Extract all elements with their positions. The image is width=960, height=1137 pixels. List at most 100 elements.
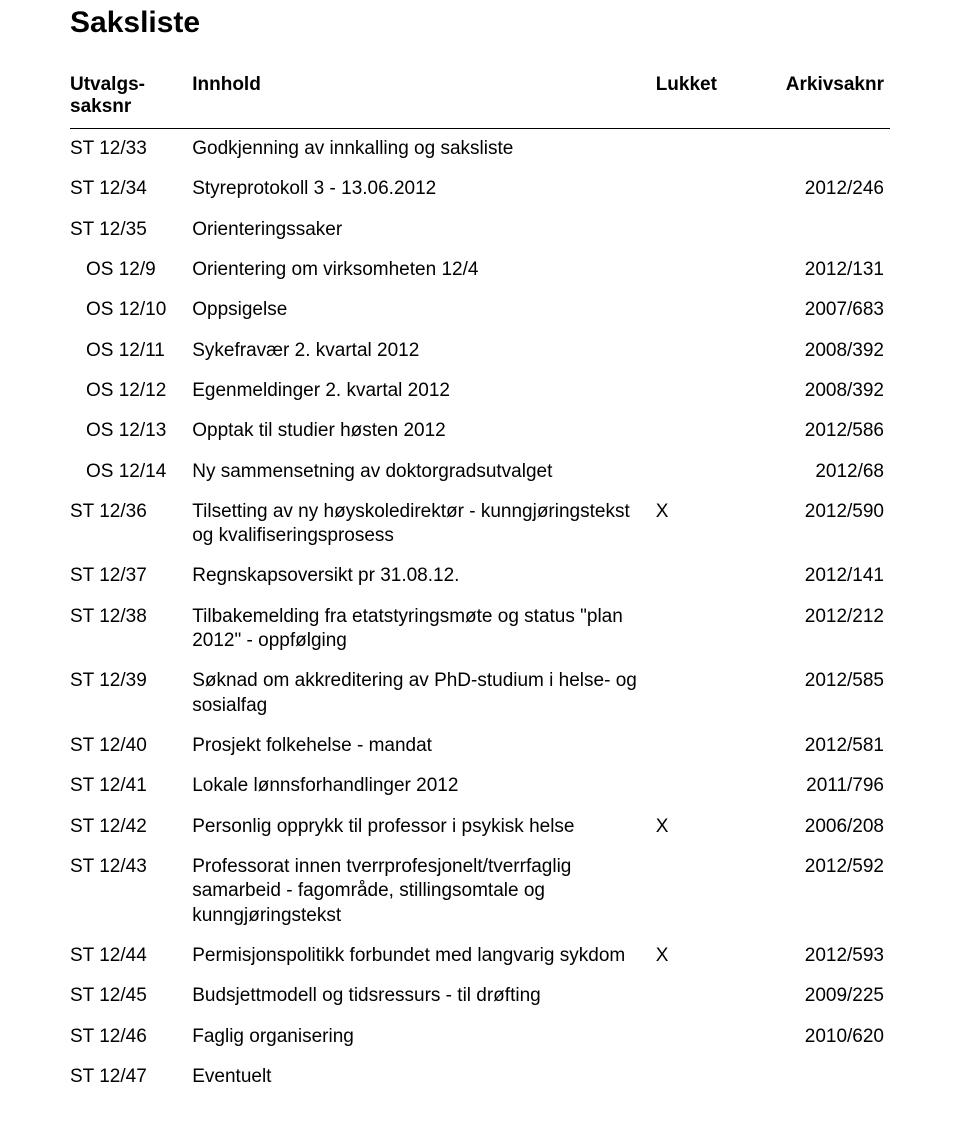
- table-row: ST 12/36Tilsetting av ny høyskoledirektø…: [70, 492, 890, 557]
- saksliste-table: Utvalgs- saksnr Innhold Lukket Arkivsakn…: [70, 68, 890, 1097]
- cell-innhold: Prosjekt folkehelse - mandat: [192, 726, 655, 766]
- cell-innhold: Faglig organisering: [192, 1017, 655, 1057]
- cell-ref: ST 12/41: [70, 766, 192, 806]
- cell-arkiv: [737, 1057, 890, 1097]
- table-row: OS 12/10Oppsigelse2007/683: [70, 290, 890, 330]
- table-row: ST 12/41Lokale lønnsforhandlinger 2012 20…: [70, 766, 890, 806]
- cell-arkiv: 2007/683: [737, 290, 890, 330]
- table-row: ST 12/46Faglig organisering 2010/620: [70, 1017, 890, 1057]
- cell-innhold: Budsjettmodell og tidsressurs - til drøf…: [192, 976, 655, 1016]
- cell-lukket: [656, 250, 737, 290]
- cell-ref: ST 12/33: [70, 129, 192, 170]
- cell-innhold: Egenmeldinger 2. kvartal 2012: [192, 371, 655, 411]
- table-row: ST 12/47Eventuelt: [70, 1057, 890, 1097]
- cell-lukket: [656, 371, 737, 411]
- cell-innhold: Orientering om virksomheten 12/4: [192, 250, 655, 290]
- cell-ref: ST 12/34: [70, 169, 192, 209]
- cell-arkiv: 2008/392: [737, 331, 890, 371]
- table-row: ST 12/39Søknad om akkreditering av PhD-s…: [70, 661, 890, 726]
- cell-arkiv: 2012/585: [737, 661, 890, 726]
- cell-lukket: [656, 976, 737, 1016]
- cell-ref: OS 12/12: [70, 371, 192, 411]
- cell-arkiv: 2006/208: [737, 807, 890, 847]
- cell-ref: ST 12/43: [70, 847, 192, 936]
- cell-arkiv: 2012/141: [737, 556, 890, 596]
- table-header: Utvalgs- saksnr Innhold Lukket Arkivsakn…: [70, 68, 890, 129]
- cell-ref: ST 12/46: [70, 1017, 192, 1057]
- cell-ref: ST 12/47: [70, 1057, 192, 1097]
- table-row: ST 12/43Professorat innen tverrprofesjon…: [70, 847, 890, 936]
- cell-lukket: [656, 726, 737, 766]
- col-innhold: Innhold: [192, 68, 655, 129]
- table-row: ST 12/34Styreprotokoll 3 - 13.06.2012 201…: [70, 169, 890, 209]
- table-row: ST 12/33Godkjenning av innkalling og sak…: [70, 129, 890, 170]
- cell-arkiv: 2012/68: [737, 452, 890, 492]
- cell-innhold: Regnskapsoversikt pr 31.08.12.: [192, 556, 655, 596]
- table-row: ST 12/45Budsjettmodell og tidsressurs - …: [70, 976, 890, 1016]
- cell-arkiv: 2011/796: [737, 766, 890, 806]
- cell-arkiv: [737, 129, 890, 170]
- table-row: ST 12/38Tilbakemelding fra etatstyringsm…: [70, 597, 890, 662]
- cell-lukket: [656, 1057, 737, 1097]
- cell-innhold: Eventuelt: [192, 1057, 655, 1097]
- cell-arkiv: 2012/593: [737, 936, 890, 976]
- table-row: ST 12/35Orienteringssaker: [70, 210, 890, 250]
- cell-innhold: Personlig opprykk til professor i psykis…: [192, 807, 655, 847]
- cell-ref: ST 12/45: [70, 976, 192, 1016]
- cell-lukket: [656, 1017, 737, 1057]
- table-row: OS 12/9Orientering om virksomheten 12/42…: [70, 250, 890, 290]
- cell-lukket: [656, 169, 737, 209]
- table-row: OS 12/14Ny sammensetning av doktorgradsu…: [70, 452, 890, 492]
- cell-innhold: Søknad om akkreditering av PhD-studium i…: [192, 661, 655, 726]
- cell-lukket: [656, 129, 737, 170]
- cell-ref: ST 12/36: [70, 492, 192, 557]
- cell-arkiv: 2012/586: [737, 411, 890, 451]
- cell-innhold: Sykefravær 2. kvartal 2012: [192, 331, 655, 371]
- cell-innhold: Lokale lønnsforhandlinger 2012: [192, 766, 655, 806]
- cell-lukket: [656, 766, 737, 806]
- table-row: OS 12/12Egenmeldinger 2. kvartal 2012 200…: [70, 371, 890, 411]
- table-row: ST 12/42Personlig opprykk til professor …: [70, 807, 890, 847]
- cell-ref: ST 12/38: [70, 597, 192, 662]
- cell-ref: OS 12/13: [70, 411, 192, 451]
- cell-arkiv: 2010/620: [737, 1017, 890, 1057]
- page-title: Saksliste: [70, 6, 890, 40]
- cell-lukket: [656, 847, 737, 936]
- cell-innhold: Ny sammensetning av doktorgradsutvalget: [192, 452, 655, 492]
- table-row: ST 12/44Permisjonspolitikk forbundet med…: [70, 936, 890, 976]
- cell-lukket: [656, 452, 737, 492]
- cell-ref: ST 12/40: [70, 726, 192, 766]
- cell-innhold: Opptak til studier høsten 2012: [192, 411, 655, 451]
- cell-arkiv: 2012/131: [737, 250, 890, 290]
- col-ref: Utvalgs- saksnr: [70, 68, 192, 129]
- cell-innhold: Tilbakemelding fra etatstyringsmøte og s…: [192, 597, 655, 662]
- cell-ref: OS 12/11: [70, 331, 192, 371]
- cell-arkiv: 2012/246: [737, 169, 890, 209]
- cell-arkiv: 2008/392: [737, 371, 890, 411]
- cell-arkiv: 2012/590: [737, 492, 890, 557]
- cell-ref: ST 12/39: [70, 661, 192, 726]
- document-page: Saksliste Utvalgs- saksnr Innhold Lukket…: [0, 0, 960, 1137]
- cell-lukket: X: [656, 492, 737, 557]
- table-row: OS 12/13Opptak til studier høsten 2012 20…: [70, 411, 890, 451]
- cell-innhold: Orienteringssaker: [192, 210, 655, 250]
- cell-innhold: Oppsigelse: [192, 290, 655, 330]
- cell-innhold: Permisjonspolitikk forbundet med langvar…: [192, 936, 655, 976]
- cell-lukket: [656, 290, 737, 330]
- cell-innhold: Styreprotokoll 3 - 13.06.2012: [192, 169, 655, 209]
- cell-ref: ST 12/37: [70, 556, 192, 596]
- cell-lukket: [656, 556, 737, 596]
- cell-innhold: Tilsetting av ny høyskoledirektør - kunn…: [192, 492, 655, 557]
- cell-arkiv: 2009/225: [737, 976, 890, 1016]
- cell-ref: ST 12/44: [70, 936, 192, 976]
- cell-arkiv: 2012/212: [737, 597, 890, 662]
- table-body: ST 12/33Godkjenning av innkalling og sak…: [70, 129, 890, 1098]
- cell-ref: OS 12/14: [70, 452, 192, 492]
- cell-arkiv: [737, 210, 890, 250]
- col-lukket: Lukket: [656, 68, 737, 129]
- cell-lukket: X: [656, 807, 737, 847]
- cell-ref: ST 12/35: [70, 210, 192, 250]
- cell-lukket: [656, 661, 737, 726]
- cell-ref: ST 12/42: [70, 807, 192, 847]
- cell-lukket: [656, 411, 737, 451]
